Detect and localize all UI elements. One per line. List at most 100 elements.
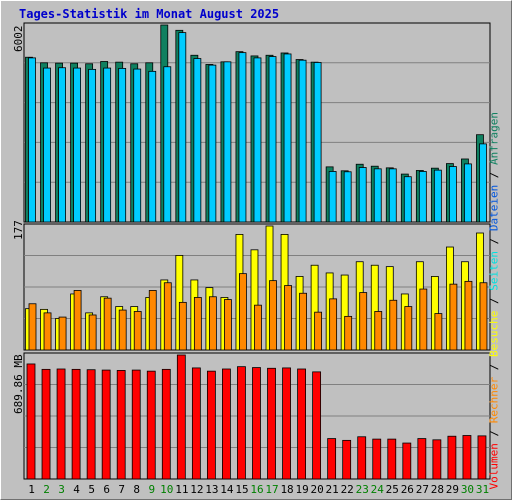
bar-rechner-day-26 [404,306,413,351]
bar-rechner-day-8 [133,311,142,351]
x-tick-label-day-29: 29 [446,483,459,496]
bar-dateien-day-7 [118,67,127,223]
x-tick-label-day-2: 2 [43,483,50,496]
bar-dateien-day-12 [193,58,202,223]
bar-volumen-day-23 [357,436,367,480]
legend-seiten: Seiten [487,251,501,291]
bar-rechner-day-11 [178,301,187,351]
x-tick-label-day-31: 31 [476,483,489,496]
bar-volumen-day-20 [312,371,322,480]
x-tick-label-day-25: 25 [386,483,399,496]
bar-volumen-day-30 [462,435,472,480]
x-tick-label-day-9: 9 [148,483,155,496]
x-tick-label-day-13: 13 [205,483,218,496]
x-tick-label-day-16: 16 [250,483,263,496]
bar-volumen-day-6 [101,369,111,480]
bar-rechner-day-16 [254,304,262,351]
legend-separator: / [487,231,501,252]
bar-dateien-day-11 [178,32,187,223]
bar-rechner-day-17 [269,280,277,351]
x-tick-label-day-3: 3 [58,483,65,496]
bar-volumen-day-1 [26,363,36,480]
ymax-label-middle: 177 [12,220,25,240]
x-tick-label-day-18: 18 [280,483,293,496]
legend-volumen: Volumen [487,443,501,490]
x-tick-label-day-6: 6 [103,483,110,496]
bar-volumen-day-15 [237,366,246,480]
x-tick-label-day-20: 20 [311,483,324,496]
legend-dateien: Dateien [487,184,501,232]
legend-besuche: Besuche [487,310,501,358]
bar-volumen-day-26 [402,442,412,480]
ymax-label-bottom: 689.86 MB [12,354,25,414]
bar-rechner-day-23 [359,292,368,351]
bar-rechner-day-30 [464,280,473,351]
bar-rechner-day-18 [284,285,292,351]
x-tick-label-day-7: 7 [118,483,125,496]
bar-dateien-day-19 [298,59,307,223]
bar-rechner-day-15 [239,273,247,351]
bar-dateien-day-15 [238,52,247,223]
x-tick-label-day-22: 22 [341,483,354,496]
bar-volumen-day-24 [372,438,382,480]
legend-separator: / [487,423,501,444]
bar-rechner-day-28 [434,313,443,351]
bar-rechner-day-9 [148,290,157,351]
bar-volumen-day-31 [477,435,487,480]
bar-dateien-day-28 [433,169,442,223]
bar-dateien-day-3 [58,67,66,223]
bar-dateien-day-21 [328,171,337,223]
legend-anfragen: Anfragen [487,111,501,165]
bar-volumen-day-22 [342,439,352,480]
bar-dateien-day-18 [283,53,292,223]
bar-rechner-day-1 [28,303,37,351]
legend-separator: / [487,164,501,185]
legend-separator: / [487,357,501,377]
bar-dateien-day-30 [464,163,472,223]
bar-volumen-day-27 [417,438,427,480]
bar-rechner-day-31 [479,282,488,351]
bar-rechner-day-27 [419,288,428,351]
bar-volumen-day-2 [41,368,51,480]
x-tick-label-day-1: 1 [28,483,35,496]
bar-dateien-day-26 [403,176,412,223]
bar-volumen-day-17 [267,367,276,480]
bar-volumen-day-11 [176,354,186,480]
bar-dateien-day-5 [88,68,97,223]
bar-volumen-day-21 [327,438,337,480]
bar-dateien-day-10 [163,66,172,223]
x-tick-label-day-21: 21 [326,483,339,496]
bar-dateien-day-14 [223,61,232,223]
x-tick-label-day-26: 26 [401,483,414,496]
bar-rechner-day-13 [208,296,217,351]
bar-rechner-day-21 [329,298,338,351]
bar-volumen-day-16 [252,367,261,480]
bar-volumen-day-13 [206,370,216,480]
chart-title: Tages-Statistik im Monat August 2025 [19,7,280,21]
bar-rechner-day-14 [224,299,232,351]
bar-dateien-day-23 [358,167,367,223]
legend-separator: / [487,290,501,311]
x-tick-label-day-17: 17 [265,483,278,496]
x-tick-label-day-5: 5 [88,483,95,496]
bar-dateien-day-8 [133,68,142,223]
bar-volumen-day-4 [71,368,81,480]
x-tick-label-day-30: 30 [461,483,474,496]
bar-volumen-day-29 [447,435,457,480]
x-tick-label-day-28: 28 [431,483,444,496]
bar-rechner-day-29 [449,283,458,351]
bar-rechner-day-6 [103,297,112,351]
bar-volumen-day-25 [387,438,397,480]
bar-dateien-day-31 [479,143,487,223]
bar-dateien-day-25 [388,168,397,223]
bar-volumen-day-19 [297,368,306,480]
x-tick-label-day-8: 8 [133,483,140,496]
bar-volumen-day-14 [222,368,231,480]
bar-rechner-day-4 [73,290,82,351]
right-legend: Volumen / Rechner / Besuche / Seiten / D… [487,112,501,490]
bar-dateien-day-24 [373,168,382,223]
bar-dateien-day-4 [73,67,81,223]
bar-dateien-day-9 [148,70,157,223]
